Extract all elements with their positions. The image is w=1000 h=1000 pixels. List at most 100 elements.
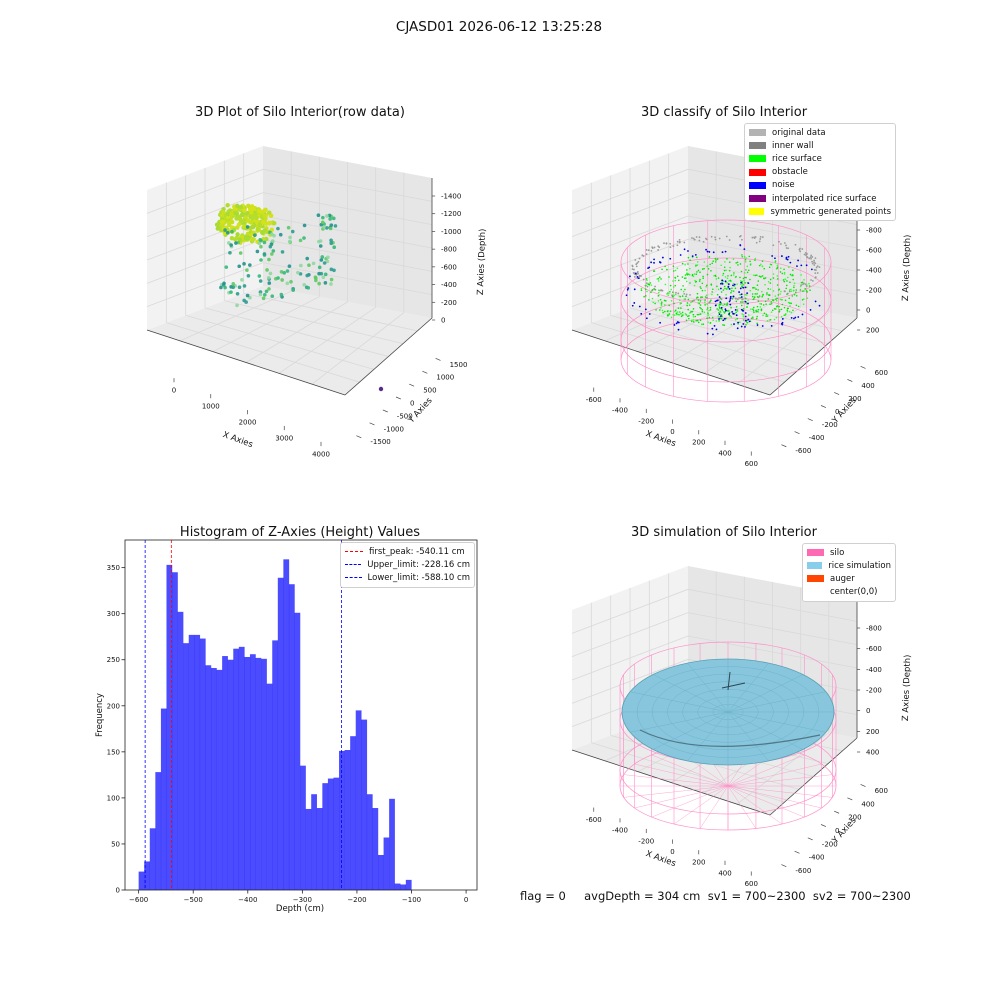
data-point [648, 299, 650, 301]
data-point [699, 313, 701, 315]
y-tick-label: 100 [107, 794, 120, 802]
data-point [334, 224, 338, 228]
y-axis-tick-mark [781, 865, 786, 867]
legend-swatch [807, 589, 824, 596]
data-point [737, 310, 739, 312]
data-point [258, 238, 262, 242]
outlier-point [379, 387, 383, 391]
data-point [674, 314, 676, 316]
data-point [753, 287, 755, 289]
data-point [692, 301, 694, 303]
data-point [759, 265, 761, 267]
data-point [696, 271, 698, 273]
data-point [738, 291, 740, 293]
data-point [747, 303, 749, 305]
data-point [665, 300, 667, 302]
x-axis-tick-label: -600 [586, 816, 602, 824]
data-point [660, 299, 662, 301]
data-point [770, 288, 772, 290]
y-axis-tick-mark [834, 811, 839, 813]
data-point [771, 325, 773, 327]
data-point [262, 297, 266, 301]
data-point [651, 250, 653, 252]
data-point [767, 288, 769, 290]
data-point [739, 236, 741, 238]
data-point [745, 298, 747, 300]
data-point [634, 259, 636, 261]
data-point [713, 251, 715, 253]
histogram-bar [361, 720, 367, 890]
data-point [704, 261, 706, 263]
data-point [673, 270, 675, 272]
data-point [725, 297, 727, 299]
data-point [787, 311, 789, 313]
data-point [812, 280, 814, 282]
data-point [779, 309, 781, 311]
data-point [776, 300, 778, 302]
z-axis-tick-label: -800 [866, 625, 882, 633]
data-point [787, 308, 789, 310]
data-point [234, 216, 238, 220]
data-point [288, 236, 292, 240]
data-point [751, 317, 753, 319]
data-point [664, 304, 666, 306]
data-point [710, 299, 712, 301]
data-point [676, 323, 678, 325]
data-point [770, 301, 772, 303]
z-axis-tick-label: -600 [866, 247, 882, 255]
data-point [287, 226, 291, 230]
data-point [755, 309, 757, 311]
data-point [715, 300, 717, 302]
data-point [651, 246, 653, 248]
data-point [229, 243, 233, 247]
data-point [804, 254, 806, 256]
data-point [235, 232, 239, 236]
z-axis-label: Z Axies (Depth) [476, 228, 488, 295]
data-point [727, 310, 729, 312]
data-point [685, 296, 687, 298]
data-point [699, 279, 701, 281]
data-point [687, 309, 689, 311]
data-point [785, 278, 787, 280]
histogram-bar [395, 884, 401, 890]
data-point [741, 313, 743, 315]
data-point [813, 261, 815, 263]
data-point [786, 309, 788, 311]
data-point [718, 320, 720, 322]
data-point [282, 271, 286, 275]
y-tick-label: 250 [107, 656, 120, 664]
data-point [717, 258, 719, 260]
data-point [702, 282, 704, 284]
data-point [799, 251, 801, 253]
data-point [687, 274, 689, 276]
data-point [781, 323, 783, 325]
x-tick-label: −300 [293, 896, 312, 904]
data-point [325, 214, 329, 218]
data-point [748, 314, 750, 316]
data-point [788, 266, 790, 268]
data-point [741, 254, 743, 256]
data-point [686, 281, 688, 283]
data-point [693, 308, 695, 310]
histogram-bar [322, 783, 328, 890]
z-axis-tick-label: 0 [441, 317, 445, 325]
data-point [746, 266, 748, 268]
data-point [806, 285, 808, 287]
data-point [807, 297, 809, 299]
data-point [691, 311, 693, 313]
data-point [730, 292, 732, 294]
z-axis-tick-label: -400 [866, 666, 882, 674]
histogram-bar [217, 670, 223, 890]
x-axis-tick-label: 0 [172, 387, 176, 395]
data-point [688, 318, 690, 320]
data-point [698, 299, 700, 301]
data-point [773, 290, 775, 292]
data-point [777, 278, 779, 280]
data-point [693, 300, 695, 302]
x-axis-label: X Axies [221, 430, 254, 450]
z-axis-tick-label: -800 [866, 227, 882, 235]
data-point [649, 313, 651, 315]
y-axis-tick-mark [383, 410, 388, 412]
data-point [329, 239, 333, 243]
z-axis-tick-label: 400 [866, 749, 879, 757]
